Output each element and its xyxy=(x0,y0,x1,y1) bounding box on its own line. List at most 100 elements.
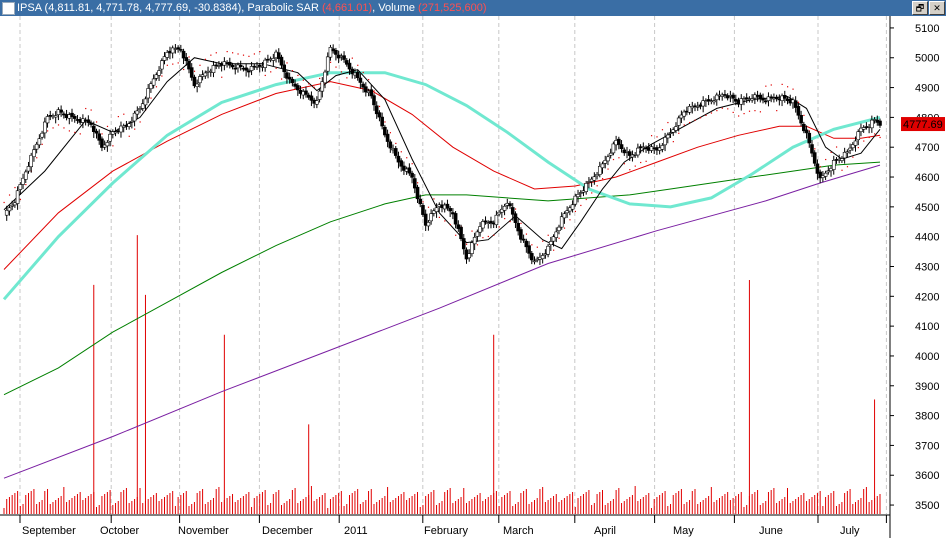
candle xyxy=(704,100,708,102)
sar-dot xyxy=(754,110,756,112)
candle xyxy=(799,115,803,124)
y-tick-label: 4300 xyxy=(915,261,939,273)
sar-dot xyxy=(406,157,408,159)
sar-dot xyxy=(41,143,43,145)
candle xyxy=(546,245,550,255)
x-tick-label: July xyxy=(840,525,860,537)
sar-dot xyxy=(596,185,598,187)
sar-dot xyxy=(879,136,881,139)
candle xyxy=(29,154,34,168)
candle xyxy=(325,56,330,72)
candle xyxy=(7,207,12,212)
sar-dot xyxy=(558,237,560,239)
sar-dot xyxy=(487,235,489,238)
sar-dot xyxy=(351,57,353,59)
candle xyxy=(187,61,191,70)
candle xyxy=(502,205,507,211)
ma-short-line xyxy=(3,57,881,250)
candle xyxy=(663,137,667,146)
candle xyxy=(21,177,25,185)
candle xyxy=(418,198,423,205)
symbol-label: IPSA xyxy=(17,2,42,14)
x-tick-label: June xyxy=(759,525,783,537)
sar-dot xyxy=(634,165,636,167)
candle xyxy=(731,94,735,99)
sar-dot xyxy=(857,147,859,149)
sar-dot xyxy=(199,64,201,66)
y-tick-label: 3600 xyxy=(915,470,939,482)
sar-dot xyxy=(607,168,609,170)
candle xyxy=(570,204,575,210)
candle xyxy=(410,172,414,178)
sar-dot xyxy=(748,110,751,112)
candle xyxy=(70,112,74,117)
candle xyxy=(377,112,382,118)
sar-dot xyxy=(25,183,27,186)
candle xyxy=(524,240,529,248)
candle xyxy=(15,190,20,204)
sar-dot xyxy=(57,124,60,126)
candle xyxy=(870,119,874,129)
candle xyxy=(840,158,844,161)
sar-dot xyxy=(868,136,870,139)
candle xyxy=(249,66,254,71)
sar-dot xyxy=(193,70,196,72)
sar-dot xyxy=(476,244,479,246)
candle xyxy=(606,156,610,162)
sar-dot xyxy=(313,86,315,88)
candle xyxy=(668,132,673,134)
candle xyxy=(848,147,852,151)
sar-dot xyxy=(792,88,794,90)
candle xyxy=(170,47,175,54)
candle xyxy=(445,203,450,209)
candle xyxy=(94,130,99,134)
candle xyxy=(769,96,773,99)
sar-dot xyxy=(661,129,664,131)
candle xyxy=(285,72,289,79)
candle xyxy=(121,125,126,128)
candle xyxy=(100,138,104,148)
candle xyxy=(510,207,515,215)
candle xyxy=(562,213,567,219)
candle xyxy=(434,207,439,212)
candle xyxy=(184,57,189,62)
y-tick-label: 4600 xyxy=(915,172,939,184)
candle xyxy=(750,98,754,101)
candle xyxy=(412,178,417,189)
sar-dot xyxy=(830,151,832,153)
sar-dot xyxy=(683,124,685,126)
candle xyxy=(470,242,474,254)
sar-dot xyxy=(825,158,827,161)
candle xyxy=(815,163,820,174)
candle xyxy=(342,55,346,60)
sar-dot xyxy=(504,217,506,220)
sar-dot xyxy=(123,113,125,115)
candle xyxy=(304,90,308,95)
candle xyxy=(850,144,855,149)
candle xyxy=(10,204,14,207)
sar-dot xyxy=(362,71,364,74)
candle xyxy=(426,222,431,227)
y-tick-label: 3800 xyxy=(915,411,939,423)
candle xyxy=(315,100,319,105)
restore-window-button[interactable]: 🗗 xyxy=(912,1,928,15)
candle xyxy=(818,171,822,179)
sar-dot xyxy=(569,219,571,221)
candle xyxy=(423,213,428,226)
candle xyxy=(459,226,463,240)
sar-dot xyxy=(732,111,734,114)
sar-dot xyxy=(563,227,566,229)
sar-dot xyxy=(427,206,430,208)
sar-dot xyxy=(645,160,647,162)
sar-dot xyxy=(395,142,397,145)
candle xyxy=(238,64,243,67)
candle xyxy=(802,123,806,132)
sar-dot xyxy=(509,220,511,223)
candle xyxy=(396,155,401,163)
candle xyxy=(636,147,640,156)
candle xyxy=(34,143,39,150)
close-window-button[interactable]: ✕ xyxy=(929,1,945,15)
sar-dot xyxy=(727,108,729,110)
candle xyxy=(108,133,112,142)
volume-name: Volume xyxy=(378,2,415,14)
